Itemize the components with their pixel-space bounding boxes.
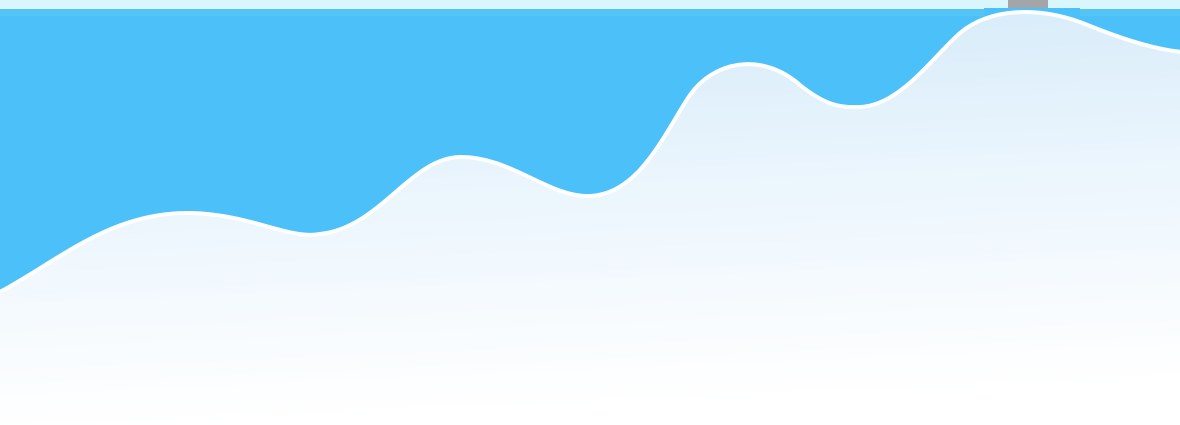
top-strip-shadow (0, 9, 1180, 16)
top-tab-gray (1008, 0, 1048, 8)
wave-line (0, 10, 1180, 295)
top-strip (0, 0, 1180, 9)
